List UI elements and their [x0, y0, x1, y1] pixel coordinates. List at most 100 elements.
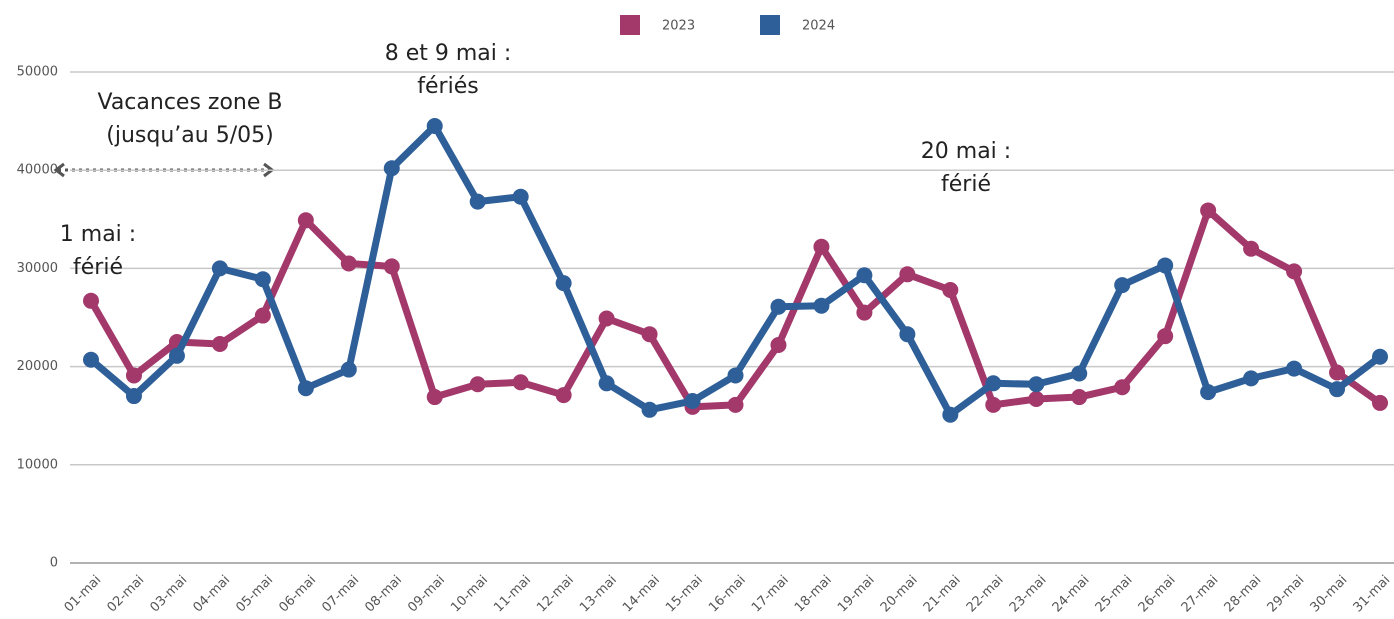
y-tick-label: 20000	[17, 359, 58, 374]
point	[297, 212, 314, 229]
point	[125, 367, 142, 384]
x-tick-label: 11-mai	[491, 573, 534, 616]
y-tick-label: 30000	[17, 261, 58, 276]
point	[1028, 376, 1045, 393]
point	[727, 396, 744, 413]
point	[1329, 364, 1346, 381]
point	[813, 238, 830, 255]
point	[555, 387, 572, 404]
point	[1157, 328, 1174, 345]
x-tick-label: 29-mai	[1265, 573, 1308, 616]
point	[1372, 394, 1388, 411]
x-tick-label: 12-mai	[534, 573, 577, 616]
point	[856, 304, 873, 321]
point	[1028, 391, 1045, 408]
y-tick-label: 0	[50, 556, 58, 571]
annotation: 8 et 9 mai :	[385, 41, 512, 66]
point	[125, 388, 142, 405]
point	[512, 374, 529, 391]
x-tick-label: 22-mai	[964, 573, 1007, 616]
point	[1243, 240, 1260, 257]
x-tick-label: 03-mai	[147, 573, 190, 616]
x-tick-label: 16-mai	[706, 573, 749, 616]
legend-label: 2023	[662, 19, 695, 34]
x-tick-label: 13-mai	[577, 573, 620, 616]
point	[383, 160, 400, 177]
x-tick-label: 28-mai	[1222, 573, 1265, 616]
x-tick-label: 05-mai	[233, 573, 276, 616]
annotation: 1 mai :	[60, 222, 136, 247]
x-tick-label: 01-mai	[62, 573, 105, 616]
x-tick-label: 31-mai	[1351, 573, 1394, 616]
x-tick-label: 07-mai	[319, 573, 362, 616]
x-tick-label: 21-mai	[921, 573, 964, 616]
point	[899, 326, 916, 343]
x-tick-label: 17-mai	[749, 573, 792, 616]
point	[770, 336, 787, 353]
point	[985, 396, 1002, 413]
x-tick-label: 18-mai	[792, 573, 835, 616]
point	[684, 392, 701, 409]
annotation: 20 mai :	[921, 139, 1011, 164]
point	[942, 282, 959, 299]
point	[469, 376, 486, 393]
point	[1243, 370, 1260, 387]
x-tick-label: 14-mai	[620, 573, 663, 616]
point	[340, 255, 357, 272]
x-tick-label: 25-mai	[1093, 573, 1136, 616]
y-tick-label: 50000	[17, 65, 58, 80]
point	[83, 292, 99, 309]
point	[641, 401, 658, 418]
x-tick-label: 15-mai	[663, 573, 706, 616]
point	[469, 193, 486, 210]
point	[426, 118, 443, 135]
point	[1200, 202, 1217, 219]
x-tick-label: 08-mai	[362, 573, 405, 616]
point	[83, 351, 99, 368]
point	[340, 361, 357, 378]
point	[254, 307, 271, 324]
annotation: férié	[941, 172, 991, 197]
point	[1329, 381, 1346, 398]
x-tick-label: 23-mai	[1007, 573, 1050, 616]
point	[512, 188, 529, 205]
x-tick-label: 06-mai	[276, 573, 319, 616]
point	[899, 266, 916, 283]
point	[1157, 257, 1174, 274]
x-tick-label: 09-mai	[405, 573, 448, 616]
x-tick-label: 20-mai	[878, 573, 921, 616]
x-tick-label: 26-mai	[1136, 573, 1179, 616]
y-tick-label: 10000	[17, 457, 58, 472]
point	[856, 267, 873, 284]
legend-swatch	[620, 15, 640, 35]
annotation: férié	[73, 255, 123, 280]
point	[1114, 277, 1131, 294]
point	[1286, 360, 1303, 377]
point	[426, 389, 443, 406]
legend-label: 2024	[802, 19, 835, 34]
arrow-head	[53, 162, 65, 178]
x-tick-label: 02-mai	[105, 573, 148, 616]
legend-swatch	[760, 15, 780, 35]
point	[254, 271, 271, 288]
x-tick-label: 27-mai	[1179, 573, 1222, 616]
point	[1286, 263, 1303, 280]
x-tick-label: 10-mai	[448, 573, 491, 616]
point	[641, 326, 658, 343]
x-tick-label: 30-mai	[1308, 573, 1351, 616]
point	[211, 336, 228, 353]
point	[942, 406, 959, 423]
point	[168, 347, 185, 364]
annotation: fériés	[417, 74, 478, 99]
point	[1114, 379, 1131, 396]
point	[555, 275, 572, 292]
x-tick-label: 04-mai	[190, 573, 233, 616]
point	[297, 380, 314, 397]
point	[1372, 348, 1388, 365]
point	[598, 375, 615, 392]
point	[985, 375, 1002, 392]
point	[1200, 384, 1217, 401]
point	[1071, 389, 1088, 406]
x-tick-label: 19-mai	[835, 573, 878, 616]
x-tick-label: 24-mai	[1050, 573, 1093, 616]
